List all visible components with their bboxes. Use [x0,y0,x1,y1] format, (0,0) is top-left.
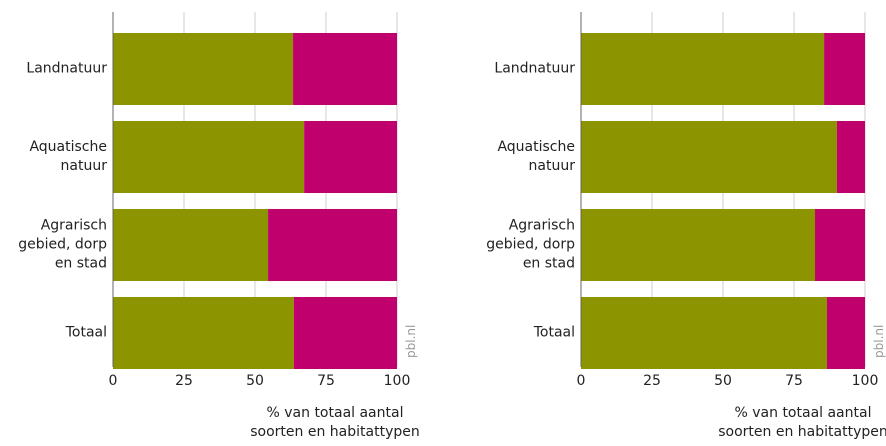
category-label: Agrarisch gebied, dorp en stad [486,217,575,272]
x-tick-label: 25 [175,373,193,389]
bar-segment [293,33,397,105]
x-axis-label: % van totaal aantal soorten en habitatty… [718,405,886,440]
category-label: Aquatische natuur [29,139,107,174]
bar-segment [836,121,865,193]
category-label: Agrarisch gebied, dorp en stad [18,217,107,272]
category-label: Totaal [533,324,575,341]
category-label: Aquatische natuur [497,139,575,174]
bar-segment [113,297,294,369]
bar-segment [581,121,837,193]
bar-segment [113,121,305,193]
x-tick-label: 0 [108,373,118,389]
bar-segment [581,297,827,369]
watermark: pbl.nl [872,324,886,358]
x-tick-label: 25 [643,373,661,389]
category-label: Totaal [65,324,107,341]
x-tick-label: 50 [714,373,732,389]
bar-segment [113,33,294,105]
x-tick-label: 50 [246,373,264,389]
x-tick-label: 75 [785,373,803,389]
bar-segment [581,209,816,281]
x-axis-label: % van totaal aantal soorten en habitatty… [250,405,420,440]
bar-segment [113,209,269,281]
bar-segment [581,33,825,105]
bar-segment [268,209,397,281]
x-tick-label: 100 [383,373,411,389]
x-tick-label: 100 [851,373,879,389]
bar-segment [304,121,397,193]
bar-segment [824,33,865,105]
x-tick-label: 75 [317,373,335,389]
category-label: Landnatuur [494,60,575,77]
category-label: Landnatuur [26,60,107,77]
bar-segment [815,209,865,281]
x-tick-label: 0 [576,373,586,389]
bar-segment [826,297,865,369]
bar-segment [293,297,397,369]
watermark: pbl.nl [404,324,418,358]
